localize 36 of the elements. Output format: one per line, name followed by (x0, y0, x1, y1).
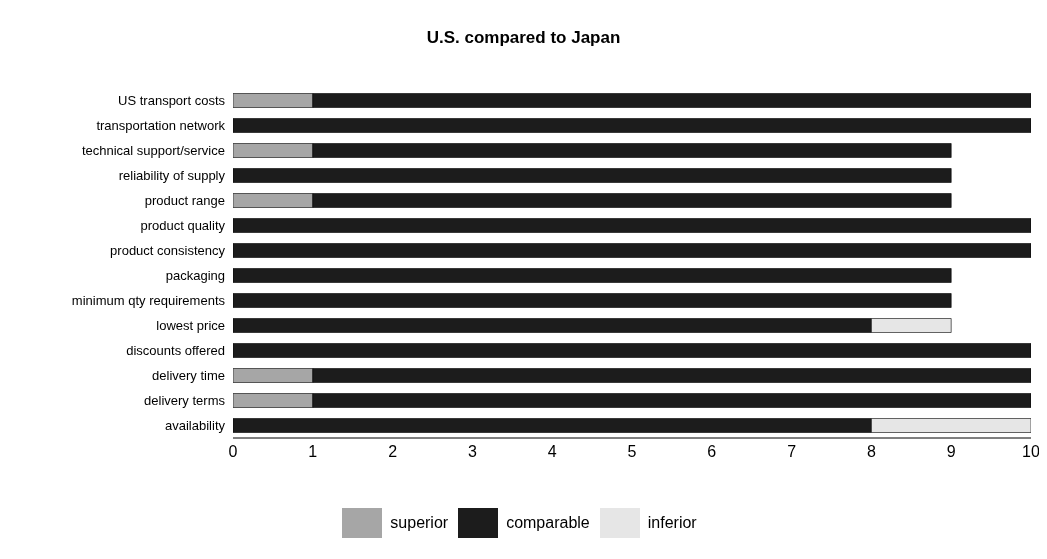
bar (233, 268, 952, 283)
x-tick-label: 3 (467, 443, 477, 461)
x-tick-label: 4 (547, 443, 557, 461)
x-tick-label: 0 (228, 443, 238, 461)
y-tick-label: minimum qty requirements (71, 293, 226, 309)
chart-title: U.S. compared to Japan (425, 28, 622, 49)
x-tick-label: 6 (707, 443, 717, 461)
y-tick-label: transportation network (96, 118, 226, 134)
y-tick-label: packaging (165, 268, 225, 284)
x-tick-label: 9 (946, 443, 956, 461)
x-tick-label: 7 (787, 443, 797, 461)
y-tick-label: US transport costs (118, 93, 226, 109)
bar (233, 243, 1031, 258)
bar (233, 293, 952, 308)
y-tick-label: product quality (140, 218, 226, 234)
y-tick-label: technical support/service (81, 143, 225, 159)
y-tick-label: delivery terms (144, 393, 226, 409)
x-tick-label: 5 (627, 443, 637, 461)
bar (233, 343, 1031, 358)
bar (233, 218, 1031, 233)
y-tick-label: delivery time (152, 368, 225, 384)
y-tick-label: product consistency (110, 243, 226, 259)
x-tick-label: 1 (308, 443, 318, 461)
bar (233, 168, 952, 183)
y-tick-label: lowest price (156, 318, 225, 334)
x-tick-label: 10 (1022, 443, 1040, 461)
y-tick-label: availability (165, 418, 226, 434)
y-tick-label: product range (144, 193, 225, 209)
x-tick-label: 8 (866, 443, 876, 461)
y-tick-label: reliability of supply (118, 168, 226, 184)
x-tick-label: 2 (388, 443, 398, 461)
y-tick-label: discounts offered (126, 343, 225, 359)
legend-label: comparable (506, 514, 590, 532)
legend-label: superior (390, 514, 449, 532)
legend-label: inferior (647, 514, 697, 532)
bar (233, 118, 1031, 133)
